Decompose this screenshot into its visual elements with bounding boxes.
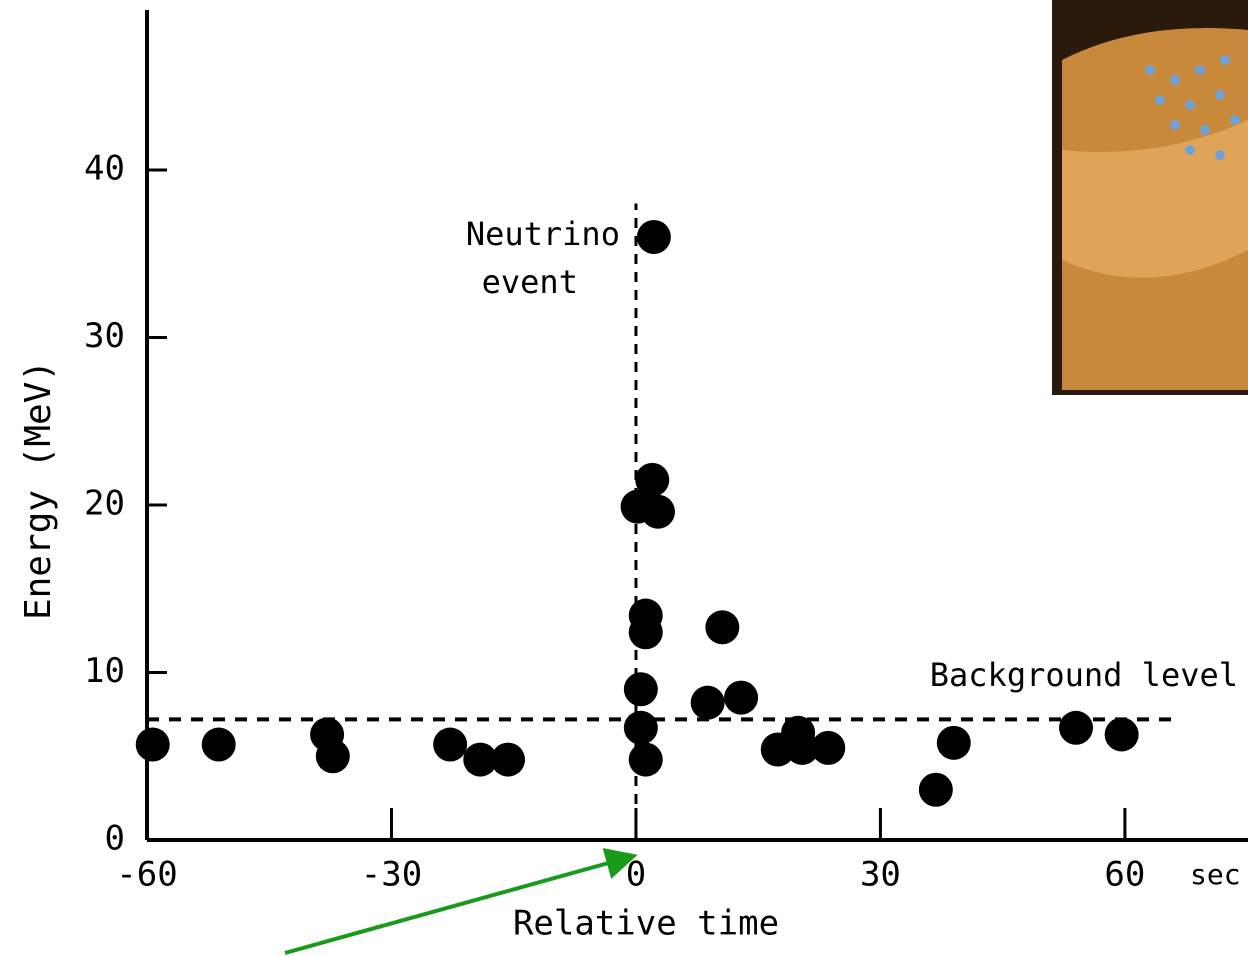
y-tick-label: 10 [84,651,125,691]
point [1059,710,1094,745]
y-axis-label: Energy (MeV) [18,360,59,620]
point [491,742,526,777]
x-tick-label: 60 [1104,855,1145,895]
point [705,610,740,645]
point [463,742,498,777]
x-tick-label: 30 [860,855,901,895]
point [628,615,663,650]
point [811,730,846,765]
point [433,727,468,762]
x-unit: sec [1190,858,1241,891]
point [785,730,820,765]
x-axis-label: Relative time [513,904,779,944]
point [623,672,658,707]
y-tick-label: 0 [105,819,125,859]
point [135,727,170,762]
event-label: event [482,263,578,301]
y-tick-label: 20 [84,484,125,524]
x-tick-label: -60 [116,855,177,895]
point [201,727,236,762]
point [623,710,658,745]
point [724,680,759,715]
point [936,725,971,760]
point [635,462,670,497]
x-tick-label: 0 [626,855,646,895]
photo [1052,0,1248,395]
point [628,742,663,777]
point [640,494,675,529]
y-tick-label: 40 [84,149,125,189]
x-tick-label: -30 [361,855,422,895]
y-tick-label: 30 [84,316,125,356]
event-label: Neutrino [466,215,620,253]
point [690,685,725,720]
point [636,220,671,254]
point [918,772,953,807]
point [315,739,350,774]
point [1104,717,1139,752]
arrow [284,848,638,955]
background-label: Background level [930,656,1238,694]
